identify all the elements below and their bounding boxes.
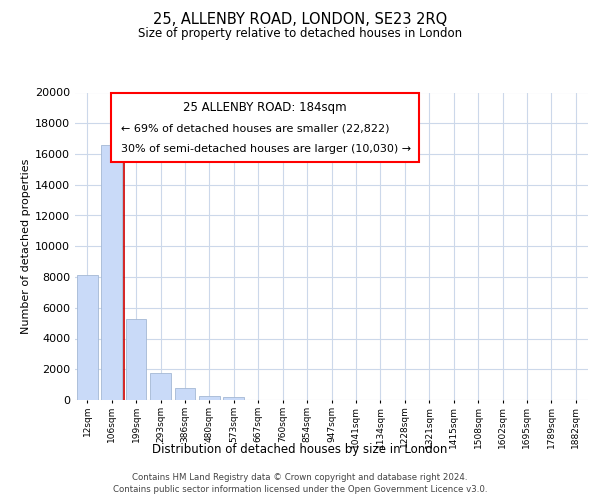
Bar bbox=[175, 388, 196, 400]
Text: 25, ALLENBY ROAD, LONDON, SE23 2RQ: 25, ALLENBY ROAD, LONDON, SE23 2RQ bbox=[153, 12, 447, 28]
Text: 25 ALLENBY ROAD: 184sqm: 25 ALLENBY ROAD: 184sqm bbox=[183, 101, 347, 114]
Bar bbox=[223, 397, 244, 400]
FancyBboxPatch shape bbox=[111, 92, 419, 162]
Text: 30% of semi-detached houses are larger (10,030) →: 30% of semi-detached houses are larger (… bbox=[121, 144, 411, 154]
Bar bbox=[199, 396, 220, 400]
Text: ← 69% of detached houses are smaller (22,822): ← 69% of detached houses are smaller (22… bbox=[121, 124, 389, 134]
Text: Distribution of detached houses by size in London: Distribution of detached houses by size … bbox=[152, 442, 448, 456]
Bar bbox=[77, 276, 98, 400]
Bar bbox=[125, 318, 146, 400]
Text: Contains HM Land Registry data © Crown copyright and database right 2024.: Contains HM Land Registry data © Crown c… bbox=[132, 472, 468, 482]
Bar bbox=[150, 373, 171, 400]
Text: Contains public sector information licensed under the Open Government Licence v3: Contains public sector information licen… bbox=[113, 485, 487, 494]
Bar bbox=[101, 145, 122, 400]
Y-axis label: Number of detached properties: Number of detached properties bbox=[21, 158, 31, 334]
Text: Size of property relative to detached houses in London: Size of property relative to detached ho… bbox=[138, 28, 462, 40]
